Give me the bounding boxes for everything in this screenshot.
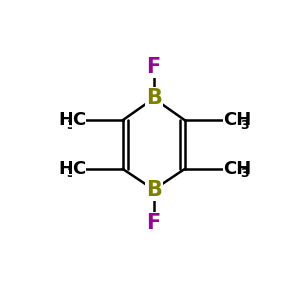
Text: F: F [147,57,161,77]
Text: CH: CH [223,111,251,129]
Text: C: C [72,160,86,178]
Text: 3: 3 [66,167,75,180]
Text: F: F [147,213,161,233]
Text: H: H [58,160,73,178]
Text: B: B [146,88,162,108]
Text: 3: 3 [66,119,75,132]
Text: B: B [146,180,162,200]
Text: H: H [58,111,73,129]
Text: 3: 3 [240,119,249,132]
Text: 3: 3 [240,167,249,180]
Text: C: C [72,111,86,129]
Text: CH: CH [223,160,251,178]
